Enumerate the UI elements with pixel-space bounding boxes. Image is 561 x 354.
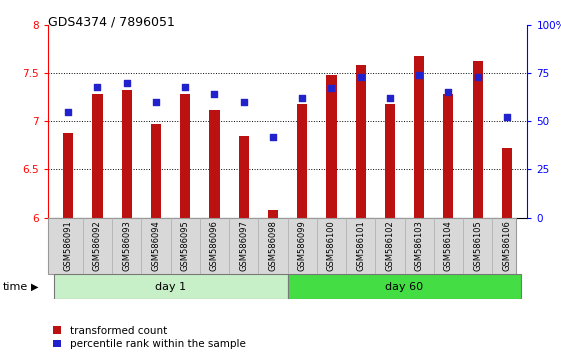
Point	[122, 80, 131, 85]
Bar	[502, 148, 512, 218]
Text: GSM586098: GSM586098	[268, 221, 277, 272]
Text: GSM586100: GSM586100	[327, 221, 336, 272]
Bar	[385, 104, 395, 218]
Bar	[472, 62, 482, 218]
Point	[503, 115, 512, 120]
Point	[93, 84, 102, 89]
Point	[444, 90, 453, 95]
Point	[63, 109, 72, 114]
Text: GSM586091: GSM586091	[63, 221, 73, 272]
Point	[473, 74, 482, 80]
Text: GSM586103: GSM586103	[415, 221, 424, 272]
Bar	[356, 65, 366, 218]
Bar	[327, 75, 337, 218]
Text: GSM586095: GSM586095	[181, 221, 190, 272]
Point	[385, 95, 394, 101]
Legend: transformed count, percentile rank within the sample: transformed count, percentile rank withi…	[53, 326, 245, 349]
Text: GSM586094: GSM586094	[151, 221, 160, 272]
Text: GSM586102: GSM586102	[385, 221, 394, 272]
Text: GSM586099: GSM586099	[298, 221, 307, 272]
Point	[415, 72, 424, 78]
Bar	[287, 274, 522, 299]
Point	[327, 86, 336, 91]
Bar	[297, 104, 307, 218]
Bar	[180, 94, 190, 218]
Text: GSM586105: GSM586105	[473, 221, 482, 272]
Point	[210, 91, 219, 97]
Bar	[238, 136, 249, 218]
Bar	[414, 56, 424, 218]
Text: GSM586092: GSM586092	[93, 221, 102, 272]
Bar	[268, 210, 278, 218]
Text: GSM586097: GSM586097	[239, 221, 248, 272]
Bar	[443, 94, 453, 218]
Bar	[122, 90, 132, 218]
Text: GSM586096: GSM586096	[210, 221, 219, 272]
Text: GSM586101: GSM586101	[356, 221, 365, 272]
Bar	[53, 274, 287, 299]
Text: day 1: day 1	[155, 282, 186, 292]
Point	[298, 95, 307, 101]
Text: time: time	[2, 282, 27, 292]
Text: GSM586106: GSM586106	[502, 221, 512, 272]
Point	[268, 134, 277, 139]
Text: GSM586093: GSM586093	[122, 221, 131, 272]
Point	[356, 74, 365, 80]
Text: GDS4374 / 7896051: GDS4374 / 7896051	[48, 16, 174, 29]
Bar	[209, 110, 219, 218]
Bar	[151, 124, 161, 218]
Point	[239, 99, 248, 105]
Bar	[63, 133, 73, 218]
Bar	[93, 94, 103, 218]
Text: day 60: day 60	[385, 282, 424, 292]
Text: ▶: ▶	[31, 282, 38, 292]
Text: GSM586104: GSM586104	[444, 221, 453, 272]
Point	[151, 99, 160, 105]
Point	[181, 84, 190, 89]
